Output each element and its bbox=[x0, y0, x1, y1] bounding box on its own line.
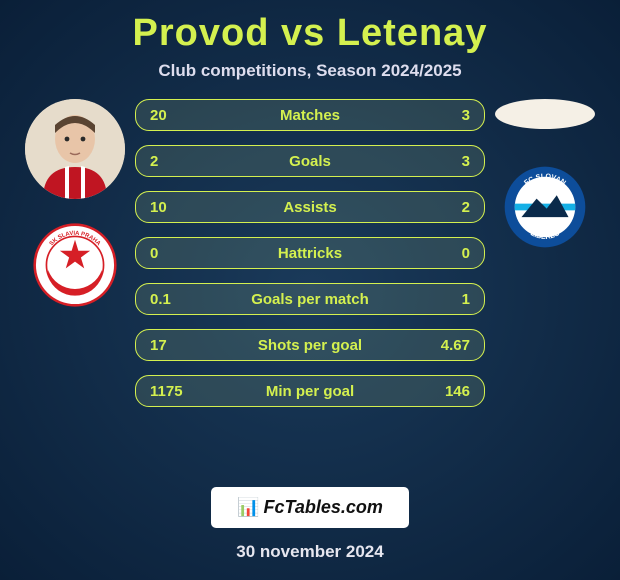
page-title: Provod vs Letenay bbox=[0, 0, 620, 55]
right-player-placeholder bbox=[495, 99, 595, 129]
stat-right-value: 3 bbox=[420, 153, 470, 170]
comparison-content: SK SLAVIA PRAHA 20 Matches 3 2 Goals 3 1… bbox=[0, 99, 620, 407]
stat-right-value: 0 bbox=[420, 245, 470, 262]
brand-badge: 📊FcTables.com bbox=[211, 487, 409, 528]
slavia-praha-logo-icon: SK SLAVIA PRAHA bbox=[33, 223, 117, 307]
stat-label: Min per goal bbox=[266, 383, 354, 400]
brand-label: FcTables.com bbox=[264, 497, 383, 517]
stat-row-shots-per-goal: 17 Shots per goal 4.67 bbox=[135, 329, 485, 361]
stat-right-value: 146 bbox=[420, 383, 470, 400]
stat-right-value: 2 bbox=[420, 199, 470, 216]
player-avatar-icon bbox=[25, 99, 125, 199]
footer: 📊FcTables.com 30 november 2024 bbox=[0, 487, 620, 562]
stat-label: Shots per goal bbox=[258, 337, 362, 354]
chart-icon: 📊 bbox=[237, 497, 259, 517]
stat-label: Matches bbox=[280, 107, 340, 124]
stat-label: Assists bbox=[283, 199, 336, 216]
stat-right-value: 4.67 bbox=[420, 337, 470, 354]
stat-row-assists: 10 Assists 2 bbox=[135, 191, 485, 223]
stat-row-goals-per-match: 0.1 Goals per match 1 bbox=[135, 283, 485, 315]
slovan-liberec-logo-icon: FC SLOVAN LIBEREC bbox=[503, 165, 587, 249]
stat-left-value: 0 bbox=[150, 245, 200, 262]
stat-bars: 20 Matches 3 2 Goals 3 10 Assists 2 0 Ha… bbox=[135, 99, 485, 407]
stat-label: Goals per match bbox=[251, 291, 369, 308]
stat-row-goals: 2 Goals 3 bbox=[135, 145, 485, 177]
right-side: FC SLOVAN LIBEREC bbox=[495, 99, 595, 249]
stat-left-value: 1175 bbox=[150, 383, 200, 400]
left-club-logo: SK SLAVIA PRAHA bbox=[33, 223, 117, 307]
stat-left-value: 2 bbox=[150, 153, 200, 170]
left-player-photo bbox=[25, 99, 125, 199]
date-label: 30 november 2024 bbox=[0, 542, 620, 562]
stat-right-value: 3 bbox=[420, 107, 470, 124]
stat-row-matches: 20 Matches 3 bbox=[135, 99, 485, 131]
stat-right-value: 1 bbox=[420, 291, 470, 308]
stat-left-value: 20 bbox=[150, 107, 200, 124]
stat-left-value: 17 bbox=[150, 337, 200, 354]
stat-label: Goals bbox=[289, 153, 331, 170]
stat-left-value: 10 bbox=[150, 199, 200, 216]
right-club-logo: FC SLOVAN LIBEREC bbox=[503, 165, 587, 249]
subtitle: Club competitions, Season 2024/2025 bbox=[0, 61, 620, 81]
left-side: SK SLAVIA PRAHA bbox=[25, 99, 125, 307]
stat-row-hattricks: 0 Hattricks 0 bbox=[135, 237, 485, 269]
stat-row-min-per-goal: 1175 Min per goal 146 bbox=[135, 375, 485, 407]
stat-left-value: 0.1 bbox=[150, 291, 200, 308]
stat-label: Hattricks bbox=[278, 245, 342, 262]
